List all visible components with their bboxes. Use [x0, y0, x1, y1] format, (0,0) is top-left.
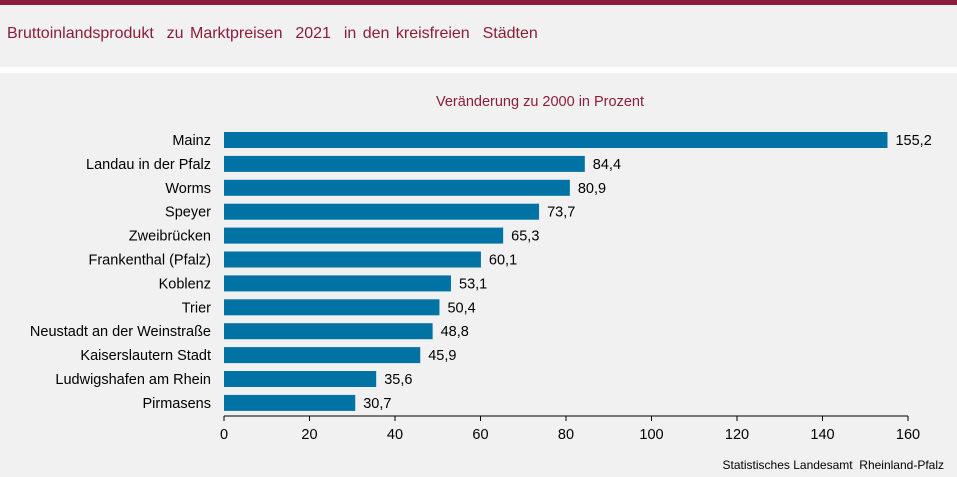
value-label: 155,2	[895, 133, 931, 149]
page-title: Bruttoinlandsprodukt zu Marktpreisen 202…	[7, 25, 538, 42]
bar	[224, 251, 481, 268]
value-label: 50,4	[447, 300, 475, 316]
x-tick-label: 100	[639, 427, 663, 443]
x-tick-label: 20	[301, 427, 317, 443]
bar	[224, 323, 433, 340]
x-tick-label: 160	[896, 427, 920, 443]
category-label: Zweibrücken	[129, 229, 211, 245]
category-label: Frankenthal (Pfalz)	[89, 253, 212, 269]
x-tick-label: 40	[387, 427, 403, 443]
x-tick-label: 140	[810, 427, 834, 443]
x-tick-label: 80	[558, 427, 574, 443]
category-label: Trier	[182, 300, 211, 316]
category-label: Ludwigshafen am Rhein	[55, 372, 211, 388]
value-label: 73,7	[547, 205, 575, 221]
top-accent-rule	[0, 0, 957, 5]
bar	[224, 275, 452, 292]
x-tick-label: 0	[220, 427, 228, 443]
category-label: Pirmasens	[143, 396, 212, 412]
category-label: Landau in der Pfalz	[86, 157, 211, 173]
value-label: 60,1	[489, 253, 517, 269]
bar	[224, 179, 570, 196]
x-tick-label: 120	[725, 427, 749, 443]
value-label: 65,3	[511, 229, 539, 245]
bar	[224, 299, 440, 316]
value-label: 84,4	[593, 157, 621, 173]
bar	[224, 394, 356, 411]
category-label: Neustadt an der Weinstraße	[30, 324, 211, 340]
chart-subtitle: Veränderung zu 2000 in Prozent	[436, 94, 644, 110]
category-label: Speyer	[165, 205, 211, 221]
header-band: Bruttoinlandsprodukt zu Marktpreisen 202…	[0, 5, 957, 67]
x-axis: 0 20 40 60 80 100 120 140 160	[220, 415, 920, 443]
category-label: Koblenz	[159, 276, 211, 292]
value-label: 53,1	[459, 276, 487, 292]
category-label: Mainz	[172, 133, 211, 149]
value-label: 35,6	[384, 372, 412, 388]
bar	[224, 371, 377, 387]
source-note: Statistisches Landesamt Rheinland-Pfalz	[723, 458, 944, 472]
x-tick-label: 60	[472, 427, 488, 443]
value-label: 48,8	[441, 324, 469, 340]
value-label: 45,9	[428, 348, 456, 364]
bar	[224, 132, 888, 148]
bar	[224, 155, 585, 172]
value-label: 30,7	[363, 396, 391, 412]
bars-layer: Mainz 155,2 Landau in der Pfalz 84,4 Worms 80…	[30, 132, 932, 412]
bar	[224, 227, 504, 244]
bar	[224, 347, 421, 364]
value-label: 80,9	[578, 181, 606, 197]
bar	[224, 203, 540, 220]
category-label: Worms	[165, 181, 211, 197]
category-label: Kaiserslautern Stadt	[80, 348, 211, 364]
